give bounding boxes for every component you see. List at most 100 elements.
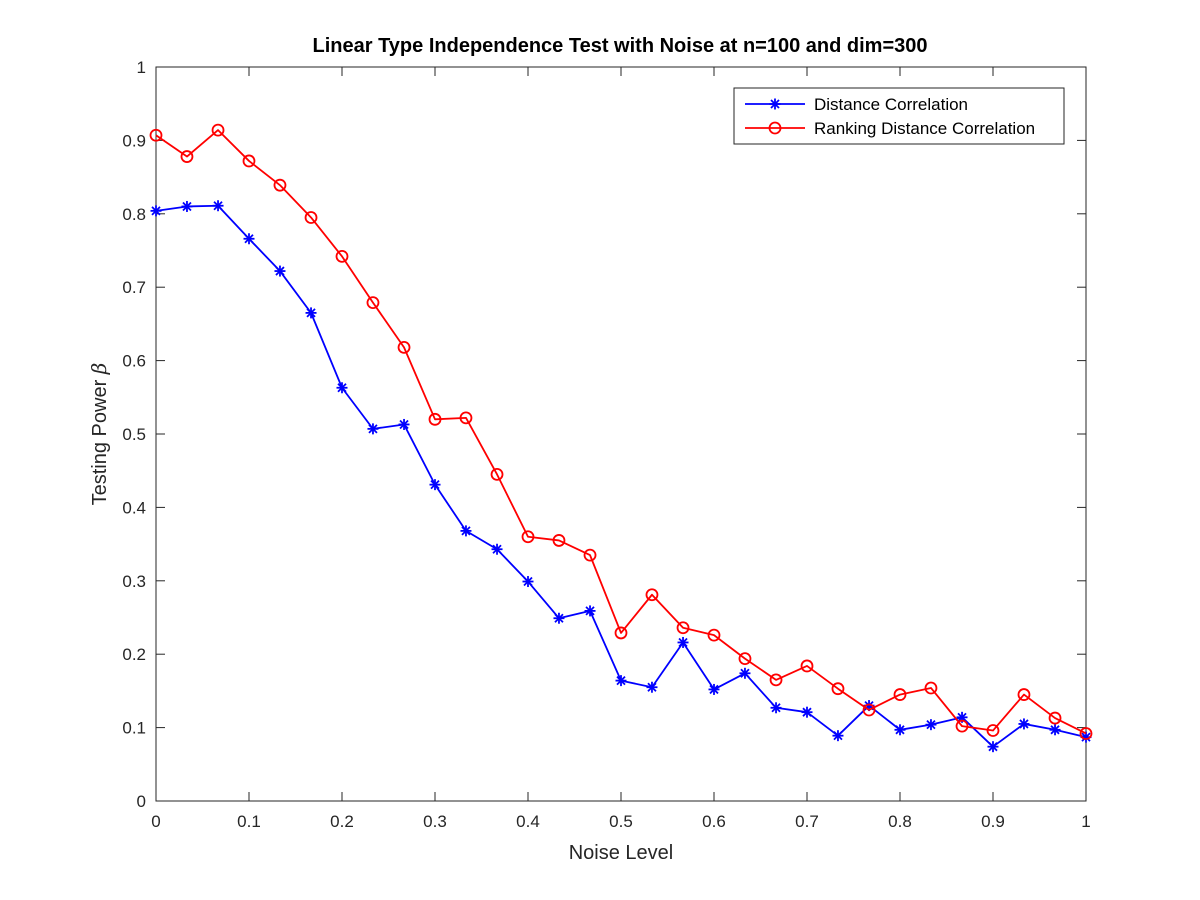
- data-point: [894, 724, 906, 736]
- y-tick-label: 0: [137, 792, 146, 811]
- data-point: [460, 525, 472, 537]
- data-point: [801, 706, 813, 718]
- data-point: [367, 423, 379, 435]
- y-axis: 0 0.1 0.2 0.3 0.4 0.5 0.6 0.7 0.8 0.9 1: [122, 58, 1086, 811]
- data-point: [615, 675, 627, 687]
- x-tick-label: 1: [1081, 812, 1090, 831]
- data-point: [956, 711, 968, 723]
- data-point: [862, 703, 876, 717]
- x-tick-label: 0.8: [888, 812, 912, 831]
- data-point: [583, 548, 597, 562]
- data-point: [553, 612, 565, 624]
- data-point: [924, 681, 938, 695]
- data-point: [274, 265, 286, 277]
- data-point: [1048, 711, 1062, 725]
- data-point: [739, 667, 751, 679]
- x-tick-label: 0.4: [516, 812, 540, 831]
- x-axis: 0 0.1 0.2 0.3 0.4 0.5 0.6 0.7 0.8 0.9 1: [151, 67, 1091, 831]
- data-point: [708, 683, 720, 695]
- data-point: [397, 340, 411, 354]
- data-point: [366, 296, 380, 310]
- y-tick-label: 1: [137, 58, 146, 77]
- y-tick-label: 0.1: [122, 719, 146, 738]
- data-point: [925, 719, 937, 731]
- chart-title: Linear Type Independence Test with Noise…: [313, 35, 928, 57]
- data-point: [335, 249, 349, 263]
- x-tick-label: 0.5: [609, 812, 633, 831]
- x-tick-label: 0: [151, 812, 160, 831]
- y-tick-label: 0.4: [122, 498, 146, 517]
- data-point: [521, 530, 535, 544]
- x-tick-label: 0.7: [795, 812, 819, 831]
- x-tick-label: 0.6: [702, 812, 726, 831]
- data-point: [832, 730, 844, 742]
- x-tick-label: 0.3: [423, 812, 447, 831]
- data-point: [738, 652, 752, 666]
- data-point: [955, 719, 969, 733]
- data-point: [305, 307, 317, 319]
- data-point: [831, 682, 845, 696]
- y-tick-label: 0.3: [122, 572, 146, 591]
- data-point: [677, 636, 689, 648]
- y-tick-label: 0.9: [122, 131, 146, 150]
- series-layer: [149, 123, 1093, 753]
- axes-box: [155, 66, 1087, 802]
- data-point: [181, 200, 193, 212]
- data-point: [552, 534, 566, 547]
- data-point: [986, 724, 1000, 737]
- data-point: [1017, 688, 1031, 701]
- y-axis-label-symbol: β: [87, 363, 111, 376]
- series-distance-correlation: [150, 200, 1092, 753]
- y-tick-label: 0.6: [122, 352, 146, 371]
- data-point: [646, 681, 658, 693]
- data-point: [770, 702, 782, 714]
- data-point: [1018, 718, 1030, 730]
- data-point: [522, 576, 534, 588]
- legend-marker: [768, 121, 782, 135]
- data-point: [180, 150, 194, 163]
- data-point: [243, 233, 255, 245]
- data-point: [614, 626, 628, 640]
- series-ranking-distance-correlation: [149, 123, 1093, 740]
- data-point: [491, 543, 503, 555]
- data-point: [211, 123, 225, 137]
- series-line: [155, 129, 1087, 735]
- y-axis-label: Testing Power β: [87, 363, 111, 506]
- y-tick-label: 0.2: [122, 645, 146, 664]
- data-point: [428, 412, 442, 426]
- y-tick-label: 0.7: [122, 278, 146, 297]
- y-tick-label: 0.8: [122, 205, 146, 224]
- x-axis-label: Noise Level: [569, 842, 674, 864]
- data-point: [398, 418, 410, 430]
- data-point: [490, 467, 504, 481]
- data-point: [242, 154, 256, 168]
- data-point: [459, 411, 473, 425]
- x-tick-label: 0.2: [330, 812, 354, 831]
- x-tick-label: 0.1: [237, 812, 261, 831]
- legend-items: Distance Correlation Ranking Distance Cor…: [745, 95, 1035, 138]
- data-point: [150, 205, 162, 217]
- legend-item: Distance Correlation: [745, 95, 968, 114]
- plot-area: 0 0.1 0.2 0.3 0.4 0.5 0.6 0.7 0.8 0.9 1 0 0.1 0.2 0.3…: [122, 58, 1093, 831]
- data-point: [987, 741, 999, 753]
- y-tick-label: 0.5: [122, 425, 146, 444]
- data-point: [893, 688, 907, 701]
- data-point: [645, 588, 659, 602]
- y-axis-label-text: Testing Power: [89, 379, 111, 505]
- data-point: [273, 178, 287, 192]
- x-tick-label: 0.9: [981, 812, 1005, 831]
- data-point: [769, 673, 783, 687]
- data-point: [304, 211, 318, 224]
- data-point: [336, 382, 348, 394]
- legend-box: [733, 87, 1065, 145]
- data-point: [149, 128, 163, 142]
- data-point: [800, 659, 814, 673]
- data-point: [1049, 724, 1061, 736]
- legend: Distance Correlation Ranking Distance Cor…: [733, 87, 1065, 145]
- data-point: [676, 621, 690, 635]
- data-point: [212, 200, 224, 212]
- data-point: [584, 605, 596, 617]
- legend-marker: [769, 98, 781, 110]
- legend-label: Ranking Distance Correlation: [814, 119, 1035, 138]
